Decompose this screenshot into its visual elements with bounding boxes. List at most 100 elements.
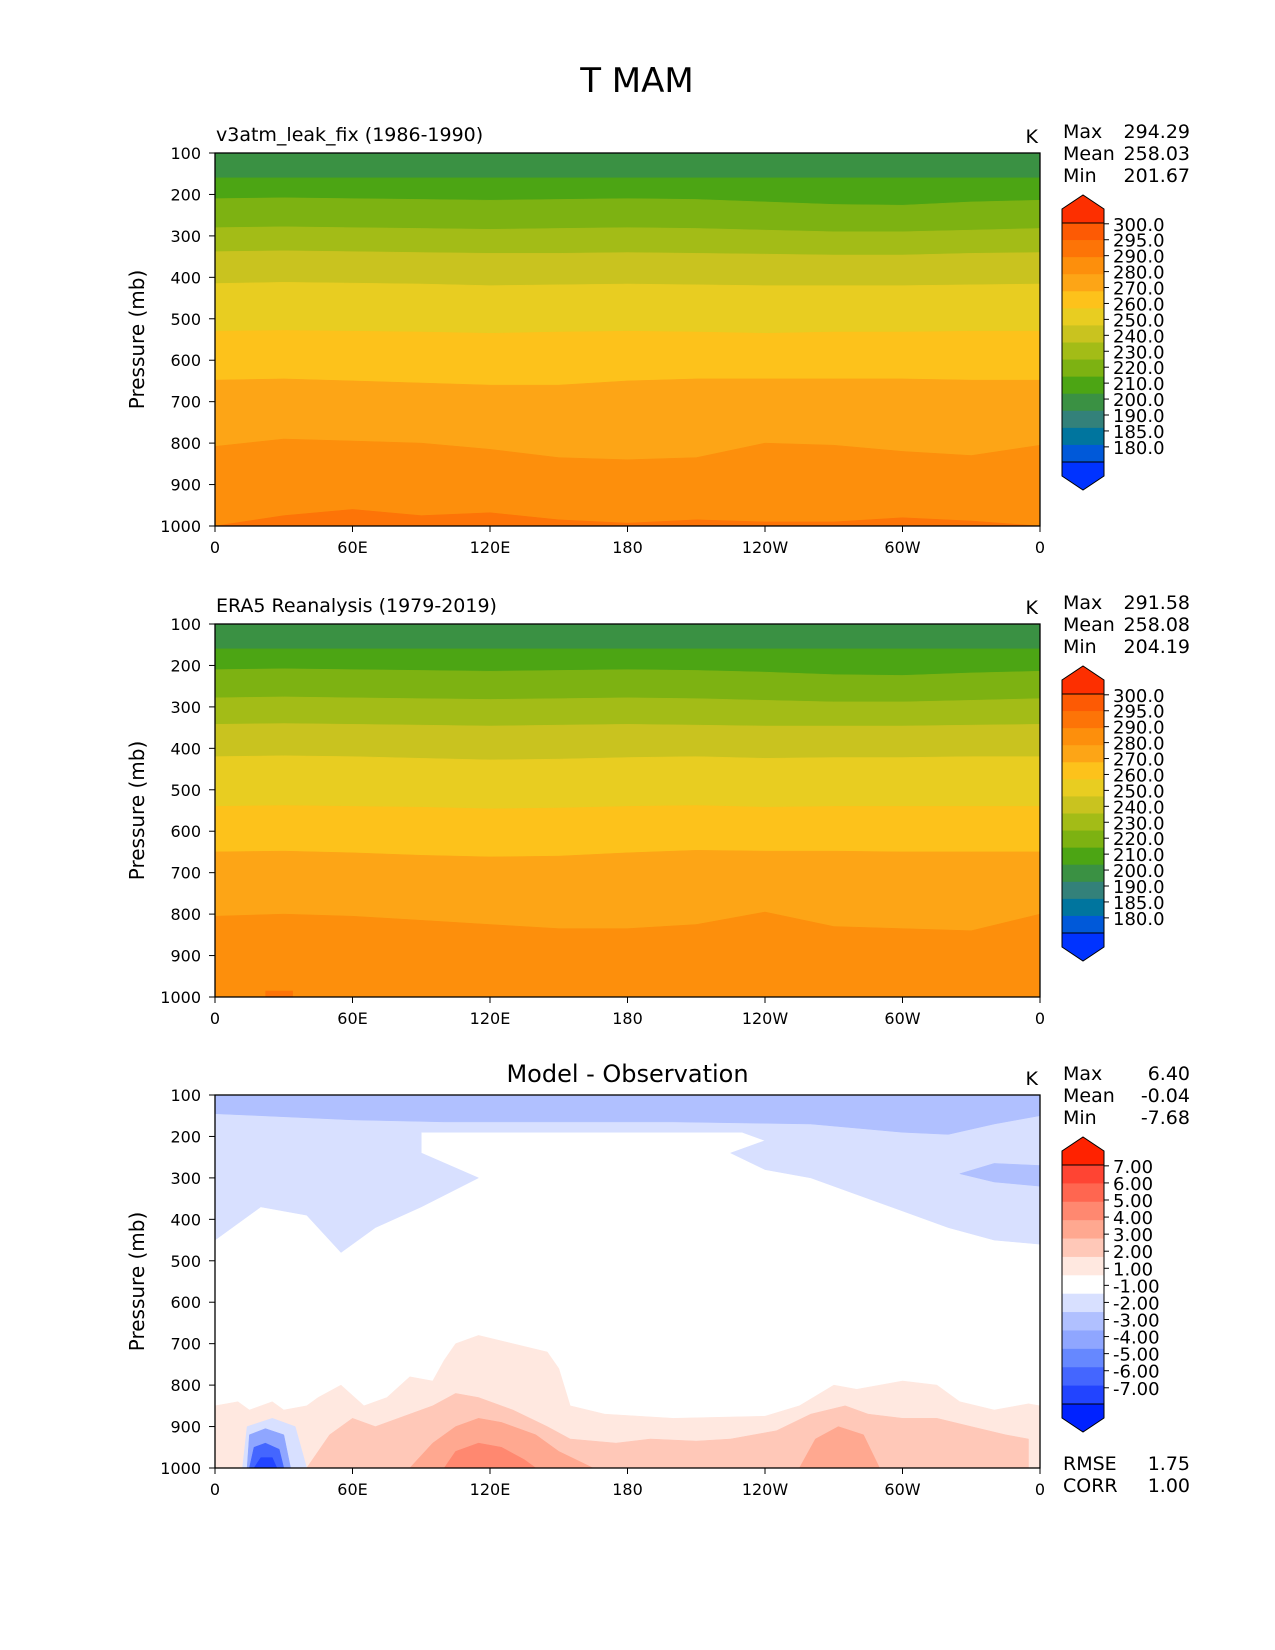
colorbar: 7.006.005.004.003.002.001.00-1.00-2.00-3… [1061, 1136, 1160, 1433]
colorbar-segment [1062, 342, 1104, 361]
colorbar-label: 180.0 [1113, 438, 1165, 459]
colorbar-label: 220.0 [1113, 358, 1165, 379]
colorbar-label: 250.0 [1113, 781, 1165, 802]
colorbar-segment [1062, 898, 1104, 917]
colorbar-segment [1062, 274, 1104, 292]
colorbar-segment [1062, 1183, 1104, 1203]
colorbar-label: 6.00 [1113, 1174, 1153, 1195]
colorbar-label: -7.00 [1113, 1379, 1160, 1400]
colorbar-label: 1.00 [1113, 1259, 1153, 1280]
panel-title: Model - Observation [506, 1060, 748, 1088]
contour-region-6 [799, 1426, 880, 1468]
colorbar-label: 230.0 [1113, 813, 1165, 834]
stat-value-min: 204.19 [1124, 636, 1190, 658]
stat-label-mean: Mean [1063, 143, 1115, 165]
stat-label-mean: Mean [1063, 1085, 1115, 1107]
colorbar-segment [1062, 1367, 1104, 1387]
x-tick-label: 0 [210, 1009, 220, 1028]
colorbar-label: -4.00 [1113, 1328, 1160, 1349]
y-tick-label: 100 [170, 1086, 201, 1105]
stat-label-max: Max [1063, 592, 1102, 614]
colorbar-label: -6.00 [1113, 1362, 1160, 1383]
colorbar-segment [1062, 376, 1104, 395]
y-axis-label: Pressure (mb) [125, 1212, 149, 1352]
colorbar-label: 270.0 [1113, 750, 1165, 771]
y-tick-label: 600 [170, 822, 201, 841]
colorbar-segment [1062, 359, 1104, 378]
y-tick-label: 700 [170, 393, 201, 412]
colorbar-label: 260.0 [1113, 765, 1165, 786]
colorbar-segment [1062, 864, 1104, 883]
colorbar-label: 4.00 [1113, 1208, 1153, 1229]
stat-value-min: 201.67 [1124, 165, 1190, 187]
panel-title: ERA5 Reanalysis (1979-2019) [216, 595, 497, 617]
y-tick-label: 900 [170, 1418, 201, 1437]
y-tick-label: 700 [170, 864, 201, 883]
y-tick-label: 300 [170, 698, 201, 717]
colorbar-label: 185.0 [1113, 893, 1165, 914]
y-axis-label: Pressure (mb) [125, 741, 149, 881]
colorbar-label: 295.0 [1113, 231, 1165, 252]
colorbar-label: 7.00 [1113, 1157, 1153, 1178]
y-tick-label: 400 [170, 268, 201, 287]
colorbar-segment [1062, 427, 1104, 446]
y-tick-label: 600 [170, 1293, 201, 1312]
y-tick-label: 500 [170, 310, 201, 329]
colorbar-segment [1062, 444, 1104, 463]
stat-label-max: Max [1063, 1063, 1102, 1085]
colorbar-segment [1062, 1330, 1104, 1350]
y-tick-label: 500 [170, 1252, 201, 1271]
colorbar-segment [1062, 1238, 1104, 1258]
x-tick-label: 0 [1035, 1480, 1045, 1499]
colorbar-segment [1062, 1385, 1104, 1405]
colorbar-segment [1062, 1220, 1104, 1240]
y-tick-label: 100 [170, 615, 201, 634]
x-tick-label: 120E [470, 538, 511, 557]
colorbar-label: 200.0 [1113, 390, 1165, 411]
colorbar-label: 290.0 [1113, 718, 1165, 739]
colorbar-extend-min [1061, 461, 1105, 491]
colorbar-label: 295.0 [1113, 702, 1165, 723]
stat-label-min: Min [1063, 1107, 1097, 1129]
y-tick-label: 400 [170, 739, 201, 758]
y-axis-label: Pressure (mb) [125, 270, 149, 410]
units-label: K [1026, 1068, 1039, 1090]
contour-band-9 [215, 509, 1040, 526]
x-tick-label: 60E [337, 1480, 367, 1499]
contour-region-7 [443, 1442, 537, 1468]
stat-value-max: 6.40 [1148, 1063, 1190, 1085]
colorbar-label: 280.0 [1113, 734, 1165, 755]
units-label: K [1026, 126, 1039, 148]
x-tick-label: 180 [612, 1009, 643, 1028]
colorbar-frame [1061, 1164, 1105, 1405]
colorbar-segment [1062, 881, 1104, 900]
colorbar-frame [1061, 693, 1105, 934]
x-tick-label: 180 [612, 1480, 643, 1499]
panel-2: 100 200 300 400 500 600 700 800 900 1000 0 60E 120E 1… [125, 592, 1190, 1028]
colorbar-segment [1062, 257, 1104, 275]
y-tick-label: 800 [170, 905, 201, 924]
colorbar-label: 300.0 [1113, 215, 1165, 236]
x-tick-label: 0 [1035, 1009, 1045, 1028]
x-tick-label: 120E [470, 1009, 511, 1028]
colorbar-extend-max [1061, 194, 1105, 224]
colorbar-label: 185.0 [1113, 422, 1165, 443]
colorbar-segment [1062, 325, 1104, 343]
colorbar-label: 280.0 [1113, 263, 1165, 284]
stat-label-corr: CORR [1063, 1475, 1118, 1497]
stat-value-min: -7.68 [1141, 1107, 1190, 1129]
y-tick-label: 800 [170, 1376, 201, 1395]
stat-label-min: Min [1063, 636, 1097, 658]
colorbar-label: 210.0 [1113, 374, 1165, 395]
stat-label-mean: Mean [1063, 614, 1115, 636]
plot-area [215, 1095, 1040, 1468]
stat-label-max: Max [1063, 121, 1102, 143]
colorbar-segment [1062, 813, 1104, 832]
colorbar-label: 5.00 [1113, 1191, 1153, 1212]
y-tick-label: 200 [170, 656, 201, 675]
colorbar-segment [1062, 745, 1104, 763]
colorbar-segment [1062, 1201, 1104, 1221]
colorbar-label: 250.0 [1113, 310, 1165, 331]
colorbar-segment [1062, 762, 1104, 780]
